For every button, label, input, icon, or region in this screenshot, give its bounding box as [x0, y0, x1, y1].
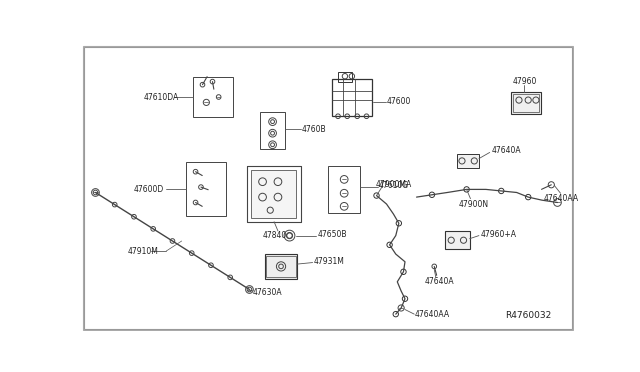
- Text: 47610DA: 47610DA: [143, 93, 179, 102]
- Text: 47960+A: 47960+A: [481, 230, 516, 238]
- Text: 47910M: 47910M: [128, 247, 159, 256]
- Text: 47960: 47960: [513, 77, 537, 86]
- Text: 47640AA: 47640AA: [415, 310, 450, 319]
- Text: 47630A: 47630A: [253, 288, 282, 297]
- Text: 47900N: 47900N: [459, 199, 489, 209]
- Bar: [193, 77, 234, 117]
- Text: 4760B: 4760B: [302, 125, 326, 134]
- Text: 47900MA: 47900MA: [376, 180, 412, 189]
- Bar: [251, 170, 296, 218]
- Text: 47650B: 47650B: [317, 230, 347, 239]
- Bar: [260, 112, 285, 150]
- Bar: [511, 92, 541, 114]
- Bar: [265, 254, 297, 279]
- Bar: [513, 94, 539, 112]
- Text: 47640AA: 47640AA: [543, 194, 579, 203]
- Text: 47931M: 47931M: [314, 257, 344, 266]
- Text: 47610G: 47610G: [379, 181, 409, 190]
- Text: 47840: 47840: [262, 231, 287, 240]
- Bar: [458, 154, 479, 168]
- Bar: [338, 73, 352, 81]
- Bar: [332, 79, 372, 116]
- Text: 47600: 47600: [387, 97, 411, 106]
- Text: 47640A: 47640A: [424, 277, 454, 286]
- Bar: [445, 231, 470, 250]
- Text: 47640A: 47640A: [492, 147, 521, 155]
- Text: R4760032: R4760032: [505, 311, 551, 320]
- Bar: [266, 256, 296, 277]
- Bar: [186, 162, 225, 216]
- Bar: [328, 166, 360, 212]
- Text: 47600D: 47600D: [134, 185, 164, 194]
